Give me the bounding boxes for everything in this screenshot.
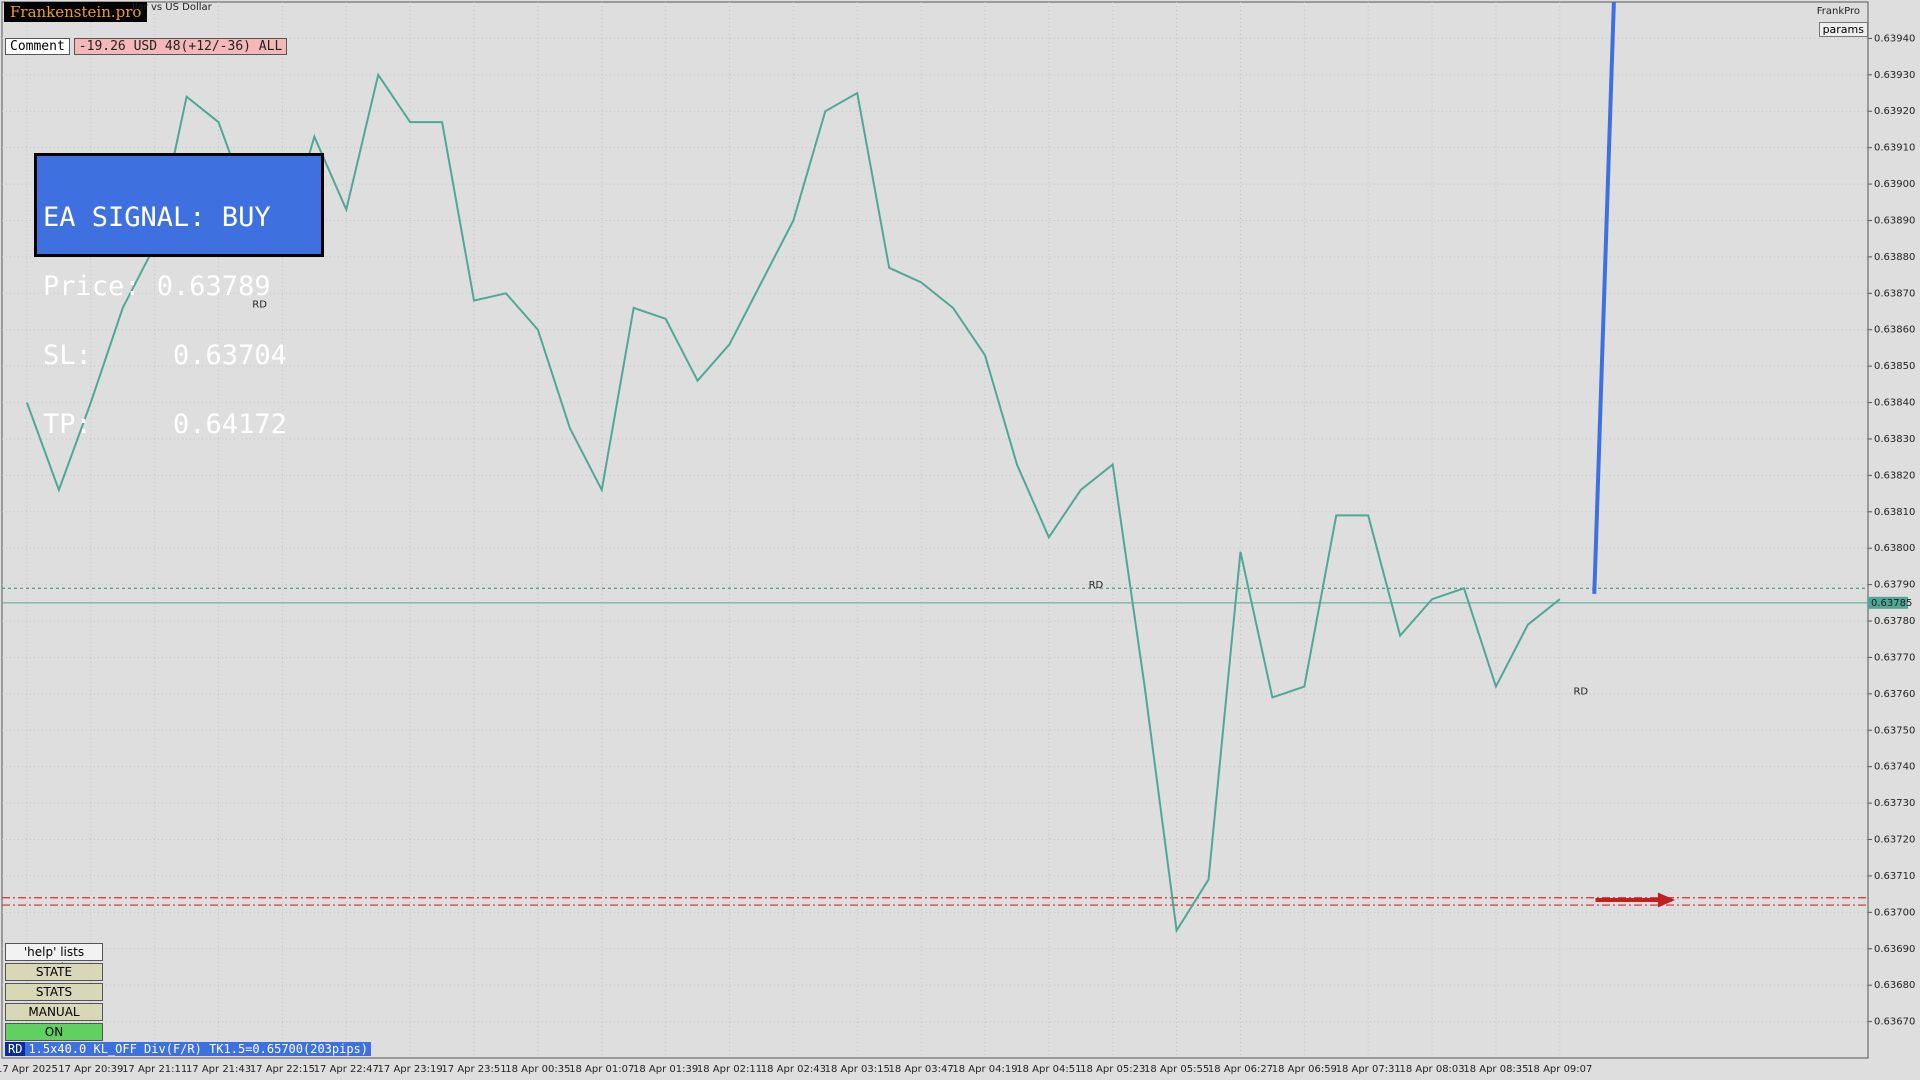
y-tick-label: 0.63730 — [1874, 798, 1915, 809]
x-tick-label: 17 Apr 23:19 — [378, 1064, 443, 1075]
comment-text: -19.26 USD 48(+12/-36) ALL — [73, 38, 288, 55]
x-tick-label: 18 Apr 09:07 — [1527, 1064, 1592, 1075]
tp-projection — [1592, 1, 1616, 594]
y-tick-label: 0.63930 — [1874, 70, 1915, 81]
signal-box: EA SIGNAL: BUY Price: 0.63789 SL: 0.6370… — [34, 153, 324, 438]
brand: Frankenstein.pro — [4, 2, 148, 22]
x-tick-label: 18 Apr 03:15 — [825, 1064, 890, 1075]
symbol: llar vs US Dollar — [132, 2, 212, 13]
x-tick-label: 17 Apr 21:43 — [186, 1064, 251, 1075]
x-tick-label: 17 Apr 22:47 — [314, 1064, 379, 1075]
comment-label: Comment — [5, 38, 70, 55]
annotation: RD — [1089, 580, 1104, 591]
y-tick-label: 0.63690 — [1874, 944, 1915, 955]
y-tick-label: 0.63850 — [1874, 361, 1915, 372]
x-tick-label: 18 Apr 07:31 — [1336, 1064, 1401, 1075]
y-tick-label: 0.63800 — [1874, 543, 1915, 554]
x-tick-label: 17 Apr 20:39 — [58, 1064, 123, 1075]
y-tick-label: 0.63740 — [1874, 762, 1915, 773]
state-button[interactable]: STATE — [5, 963, 103, 981]
y-tick-label: 0.63890 — [1874, 215, 1915, 226]
x-tick-label: 18 Apr 02:43 — [761, 1064, 826, 1075]
y-tick-label: 0.63910 — [1874, 143, 1915, 154]
y-tick-label: 0.63720 — [1874, 835, 1915, 846]
x-tick-label: 17 Apr 2025 — [0, 1064, 58, 1075]
y-tick-label: 0.63670 — [1874, 1017, 1915, 1028]
y-tick-label: 0.63770 — [1874, 652, 1915, 663]
annotation: RD — [252, 300, 267, 311]
y-tick-label: 0.63790 — [1874, 580, 1915, 591]
y-tick-label: 0.63880 — [1874, 252, 1915, 263]
y-tick-label: 0.63780 — [1874, 616, 1915, 627]
comment: Comment -19.26 USD 48(+12/-36) ALL — [5, 38, 288, 55]
x-tick-label: 18 Apr 02:11 — [697, 1064, 762, 1075]
y-tick-label: 0.63830 — [1874, 434, 1915, 445]
signal-line: SL: 0.63704 — [43, 340, 287, 371]
status-tag: RD — [5, 1042, 26, 1056]
x-tick-label: 18 Apr 05:23 — [1080, 1064, 1145, 1075]
y-tick-label: 0.63680 — [1874, 980, 1915, 991]
y-tick-label: 0.63810 — [1874, 507, 1915, 518]
x-tick-label: 17 Apr 23:51 — [441, 1064, 506, 1075]
price-tag-label: 0.63785 — [1871, 598, 1912, 609]
status-bar: RD 1.5x40.0 KL_OFF Div(F/R) TK1.5=0.6570… — [5, 1042, 372, 1056]
x-tick-label: 18 Apr 06:59 — [1272, 1064, 1337, 1075]
price-tag — [1868, 596, 1908, 609]
y-tick-label: 0.63900 — [1874, 179, 1915, 190]
x-tick-label: 18 Apr 06:27 — [1208, 1064, 1273, 1075]
stats-button[interactable]: STATS — [5, 983, 103, 1001]
y-tick-label: 0.63920 — [1874, 106, 1915, 117]
y-tick-label: 0.63840 — [1874, 398, 1915, 409]
y-tick-label: 0.63860 — [1874, 325, 1915, 336]
button-panel: 'help' lists cmds STATE STATS MANUAL ON — [5, 943, 103, 1041]
signal-line: Price: 0.63789 — [43, 271, 271, 302]
x-tick-label: 18 Apr 05:55 — [1144, 1064, 1209, 1075]
x-tick-label: 18 Apr 08:35 — [1463, 1064, 1528, 1075]
sl-arrow-head — [1657, 892, 1676, 908]
x-tick-label: 18 Apr 01:07 — [569, 1064, 634, 1075]
y-tick-label: 0.63700 — [1874, 907, 1915, 918]
x-tick-label: 18 Apr 00:35 — [505, 1064, 570, 1075]
y-tick-label: 0.63760 — [1874, 689, 1915, 700]
x-tick-label: 18 Apr 08:03 — [1399, 1064, 1464, 1075]
y-tick-label: 0.63870 — [1874, 288, 1915, 299]
signal-line: TP: 0.64172 — [43, 409, 287, 440]
y-tick-label: 0.63750 — [1874, 725, 1915, 736]
x-tick-label: 18 Apr 04:19 — [952, 1064, 1017, 1075]
annotation: RD — [1573, 687, 1588, 698]
manual-button[interactable]: MANUAL — [5, 1003, 103, 1021]
status-text: 1.5x40.0 KL_OFF Div(F/R) TK1.5=0.65700(2… — [25, 1042, 372, 1056]
help-button[interactable]: 'help' lists cmds — [5, 943, 103, 975]
x-tick-label: 18 Apr 01:39 — [633, 1064, 698, 1075]
x-tick-label: 17 Apr 21:11 — [122, 1064, 187, 1075]
y-tick-label: 0.63820 — [1874, 470, 1915, 481]
x-tick-label: 18 Apr 03:47 — [889, 1064, 954, 1075]
account: FrankPro — [1816, 6, 1860, 17]
signal-line: EA SIGNAL: BUY — [43, 202, 271, 233]
x-tick-label: 17 Apr 22:15 — [250, 1064, 315, 1075]
y-tick-label: 0.63940 — [1874, 33, 1915, 44]
x-tick-label: 18 Apr 04:51 — [1016, 1064, 1081, 1075]
params-button[interactable]: params — [1818, 22, 1868, 37]
y-tick-label: 0.63710 — [1874, 871, 1915, 882]
on-button[interactable]: ON — [5, 1023, 103, 1041]
